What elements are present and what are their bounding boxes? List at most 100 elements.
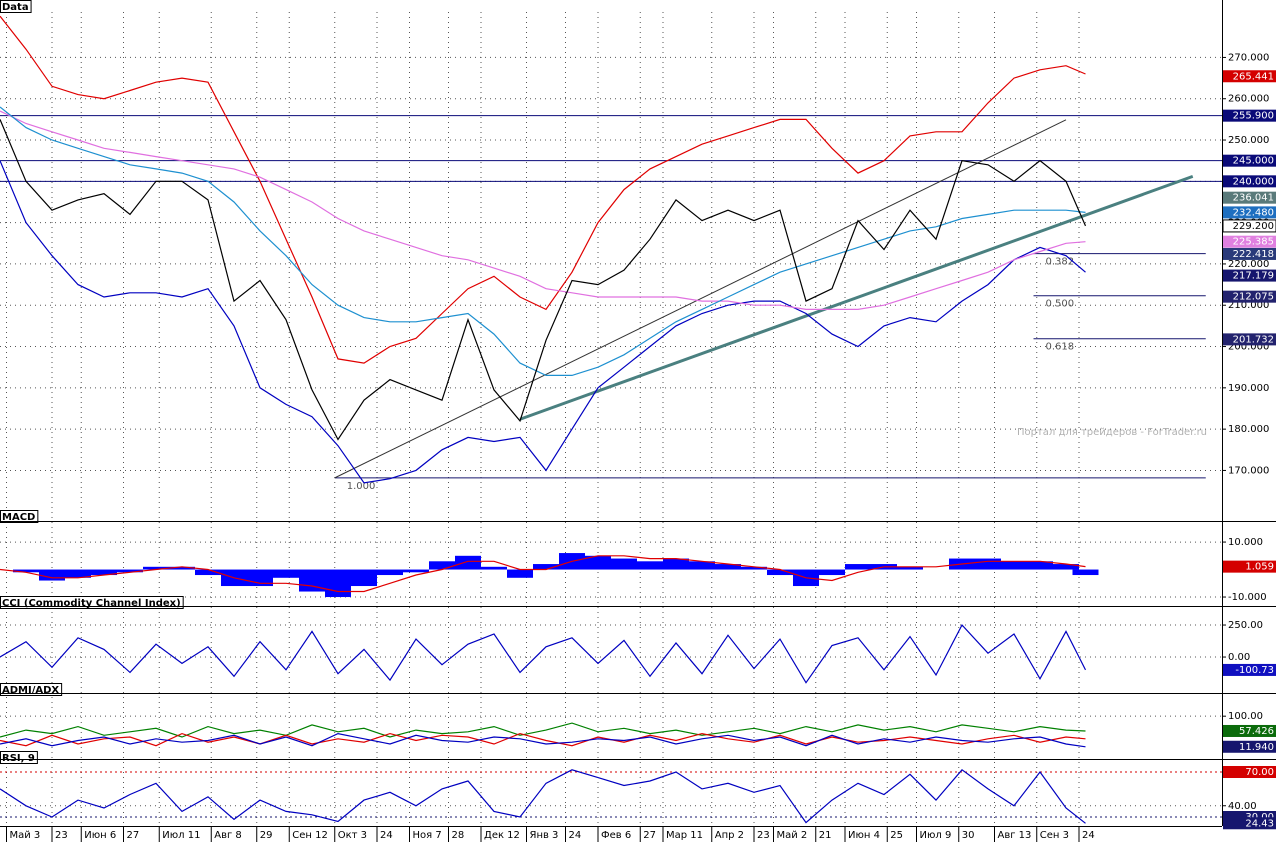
price-marker bbox=[1223, 560, 1276, 573]
series-line bbox=[0, 732, 1086, 747]
bar bbox=[533, 564, 559, 570]
bar bbox=[455, 555, 481, 570]
x-tick-label: Июн 6 bbox=[84, 830, 116, 841]
bar bbox=[429, 561, 455, 570]
y-tick-label: 220.000 bbox=[1228, 259, 1269, 270]
bar bbox=[897, 566, 923, 570]
bar bbox=[1072, 569, 1099, 576]
price-marker-label: 201.732 bbox=[1233, 334, 1274, 345]
marks-layer: 0.382 0.500 0.618 1.000 bbox=[0, 15, 1222, 824]
panel-title-text: ADMI/ADX bbox=[2, 685, 59, 696]
price-marker-label: 24.43 bbox=[1245, 818, 1274, 829]
bar bbox=[1001, 561, 1027, 570]
panel-title-box bbox=[0, 683, 63, 696]
x-tick-label: 24 bbox=[1082, 830, 1095, 841]
x-tick-label: Май 3 bbox=[10, 830, 41, 841]
panel-title: Data bbox=[0, 0, 32, 13]
price-marker bbox=[1223, 333, 1276, 346]
series-line bbox=[0, 623, 1087, 684]
price-marker bbox=[1223, 740, 1276, 753]
price-marker-label: 212.075 bbox=[1233, 292, 1274, 303]
fib-label: 0.500 bbox=[1046, 299, 1075, 310]
bar bbox=[845, 564, 871, 570]
series-line bbox=[0, 106, 1086, 376]
x-tick-label: Окт 3 bbox=[338, 830, 367, 841]
x-tick-label: Мар 11 bbox=[666, 830, 703, 841]
price-marker bbox=[1223, 766, 1276, 778]
trend-line bbox=[519, 174, 1194, 421]
series-line bbox=[0, 722, 1086, 738]
price-marker-label: 255.900 bbox=[1233, 111, 1274, 122]
x-tick-label: Сен 12 bbox=[292, 830, 328, 841]
series-line bbox=[0, 110, 1086, 310]
x-tick-label: Июн 4 bbox=[848, 830, 880, 841]
price-marker bbox=[1223, 269, 1276, 282]
y-tick-label: 210.000 bbox=[1228, 300, 1269, 311]
bar bbox=[169, 566, 195, 570]
bar bbox=[975, 558, 1001, 570]
y-tick-label: 170.000 bbox=[1228, 465, 1269, 476]
x-tick-label: Авг 8 bbox=[214, 830, 242, 841]
bar bbox=[377, 569, 403, 576]
fib-label: 0.382 bbox=[1046, 257, 1075, 268]
bar bbox=[585, 555, 611, 570]
x-tick-label: 21 bbox=[819, 830, 832, 841]
bar bbox=[637, 561, 663, 570]
x-tick-label: 24 bbox=[569, 830, 582, 841]
x-tick-label: Ноя 7 bbox=[413, 830, 442, 841]
price-marker bbox=[1223, 290, 1276, 303]
price-marker-label: 265.441 bbox=[1233, 71, 1274, 82]
panel-title: ADMI/ADX bbox=[0, 683, 63, 696]
bar bbox=[325, 569, 351, 598]
y-tick-label: 200.000 bbox=[1228, 342, 1269, 353]
series-line bbox=[0, 768, 1086, 824]
price-marker bbox=[1223, 109, 1276, 122]
panel-title: CCI (Commodity Channel Index) bbox=[0, 596, 184, 609]
series-line bbox=[0, 160, 1086, 484]
bar bbox=[91, 569, 117, 576]
watermark: Портал для трейдеров - ForTrader.ru bbox=[1017, 427, 1207, 438]
x-tick-label: Апр 2 bbox=[715, 830, 744, 841]
bar bbox=[65, 569, 91, 578]
y-tick-label: 100.00 bbox=[1228, 711, 1263, 722]
price-marker-label: 217.179 bbox=[1233, 271, 1274, 282]
y-tick-label: 270.000 bbox=[1228, 52, 1269, 63]
price-marker-label: 245.000 bbox=[1233, 156, 1274, 167]
x-tick-label: 23 bbox=[55, 830, 68, 841]
x-tick-label: Авг 13 bbox=[998, 830, 1032, 841]
x-tick-label: 30 bbox=[962, 830, 975, 841]
price-marker bbox=[1223, 724, 1276, 737]
price-marker-label: 232.480 bbox=[1233, 207, 1274, 218]
price-marker bbox=[1223, 206, 1276, 219]
x-tick-label: 27 bbox=[127, 830, 140, 841]
price-marker-label: 222.418 bbox=[1233, 249, 1274, 260]
bar bbox=[663, 558, 689, 570]
x-tick-label: 24 bbox=[380, 830, 393, 841]
panel-title-box bbox=[0, 0, 32, 13]
price-marker-label: 70.00 bbox=[1245, 767, 1274, 778]
price-marker bbox=[1223, 235, 1276, 248]
bar bbox=[273, 569, 299, 578]
y-tick-label: 10.000 bbox=[1228, 537, 1263, 548]
bar bbox=[143, 566, 169, 570]
bar bbox=[819, 569, 845, 576]
panel-title-box bbox=[0, 751, 38, 764]
bar bbox=[715, 564, 741, 570]
bar bbox=[403, 569, 429, 573]
bar bbox=[299, 569, 325, 592]
panel-title: MACD bbox=[0, 510, 39, 523]
price-marker-label: 225.385 bbox=[1233, 237, 1274, 248]
bar bbox=[611, 558, 637, 570]
x-tick-label: 23 bbox=[757, 830, 770, 841]
x-tick-label: 25 bbox=[890, 830, 903, 841]
x-tick-label: Май 2 bbox=[777, 830, 808, 841]
price-marker-label: 1.059 bbox=[1245, 562, 1274, 573]
price-marker-label: -100.73 bbox=[1235, 665, 1274, 676]
panel-title: RSI, 9 bbox=[0, 751, 38, 764]
x-tick-label: Июл 9 bbox=[920, 830, 952, 841]
panel-title-box bbox=[0, 596, 184, 609]
